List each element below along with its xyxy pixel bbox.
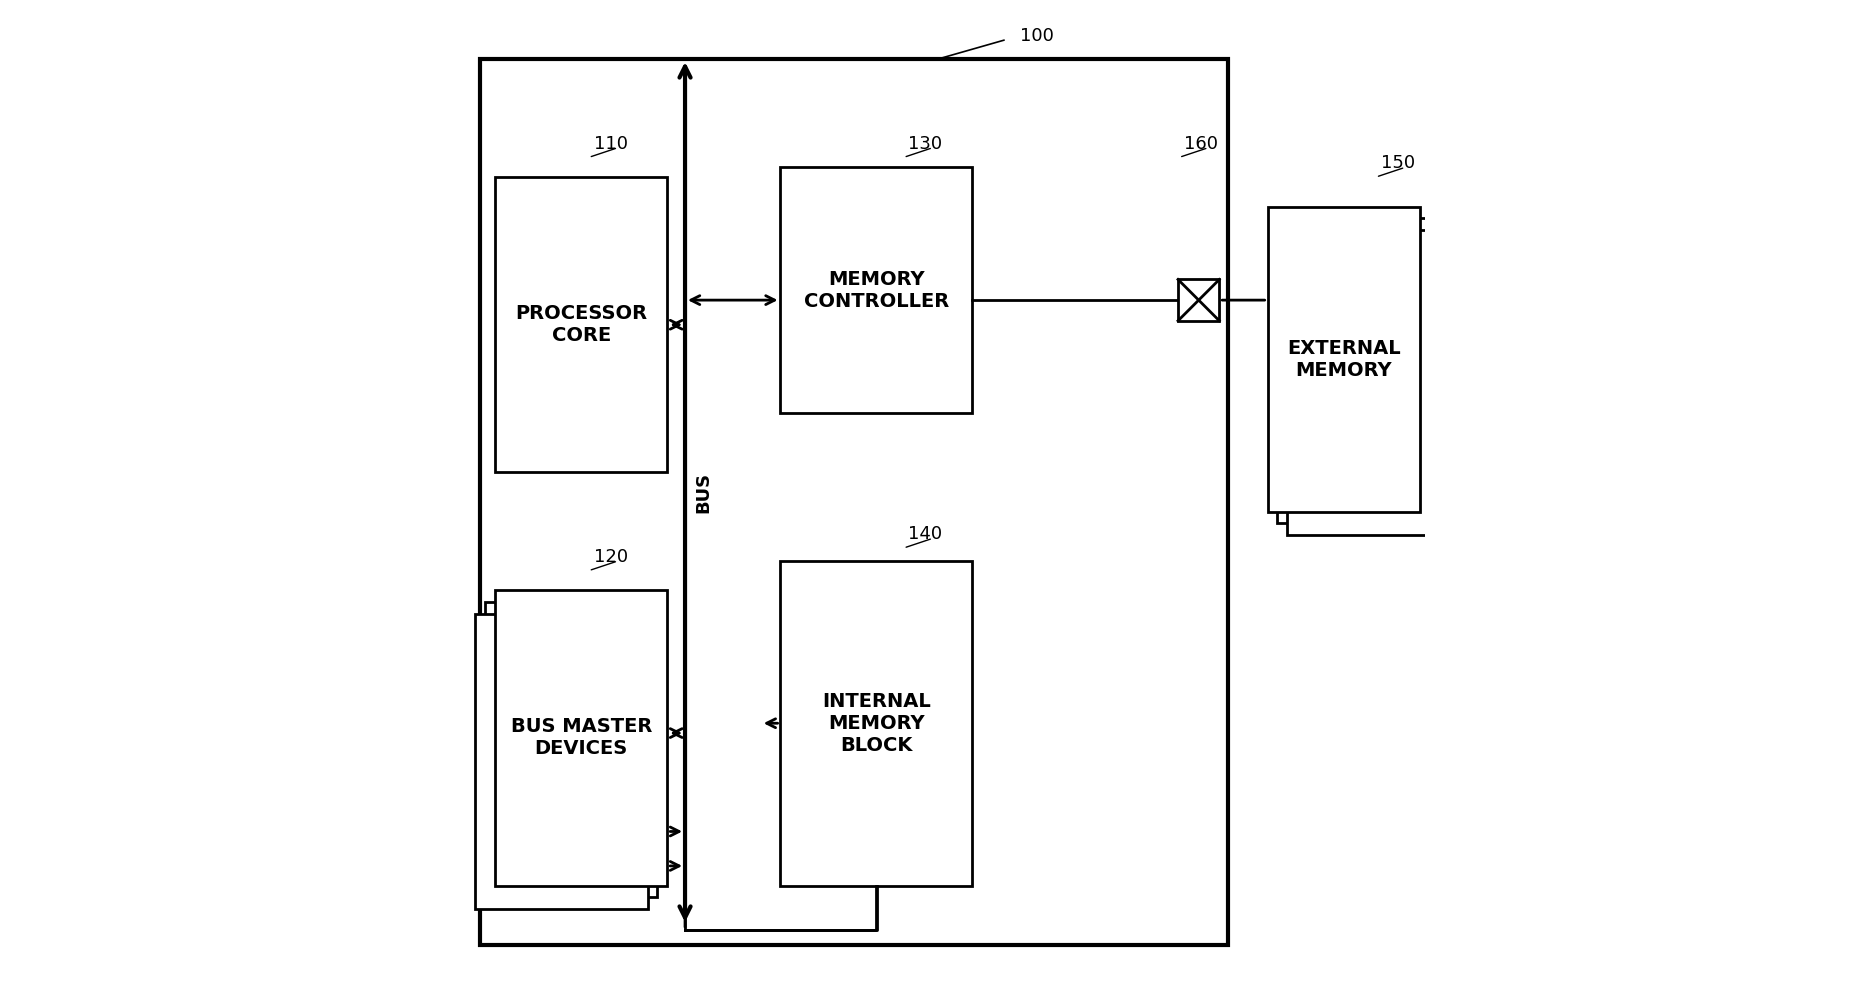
Text: 110: 110	[593, 135, 627, 153]
FancyBboxPatch shape	[1288, 230, 1441, 535]
Text: 120: 120	[593, 548, 627, 566]
Text: 150: 150	[1381, 154, 1414, 172]
Text: 100: 100	[1019, 28, 1054, 45]
FancyBboxPatch shape	[1278, 218, 1429, 523]
Text: EXTERNAL
MEMORY: EXTERNAL MEMORY	[1288, 338, 1401, 380]
Text: 140: 140	[909, 525, 942, 543]
Text: INTERNAL
MEMORY
BLOCK: INTERNAL MEMORY BLOCK	[823, 692, 931, 755]
Text: PROCESSOR
CORE: PROCESSOR CORE	[515, 304, 648, 345]
Text: BUS MASTER
DEVICES: BUS MASTER DEVICES	[511, 717, 651, 759]
FancyBboxPatch shape	[780, 561, 972, 886]
FancyBboxPatch shape	[780, 167, 972, 413]
FancyBboxPatch shape	[494, 177, 668, 472]
Text: BUS: BUS	[694, 471, 713, 513]
Text: 130: 130	[909, 135, 942, 153]
FancyBboxPatch shape	[1267, 207, 1420, 512]
Text: 160: 160	[1183, 135, 1218, 153]
FancyBboxPatch shape	[1177, 279, 1218, 321]
FancyBboxPatch shape	[494, 590, 668, 886]
Text: MEMORY
CONTROLLER: MEMORY CONTROLLER	[804, 270, 950, 311]
FancyBboxPatch shape	[485, 602, 657, 897]
FancyBboxPatch shape	[476, 614, 648, 909]
FancyBboxPatch shape	[480, 59, 1228, 945]
